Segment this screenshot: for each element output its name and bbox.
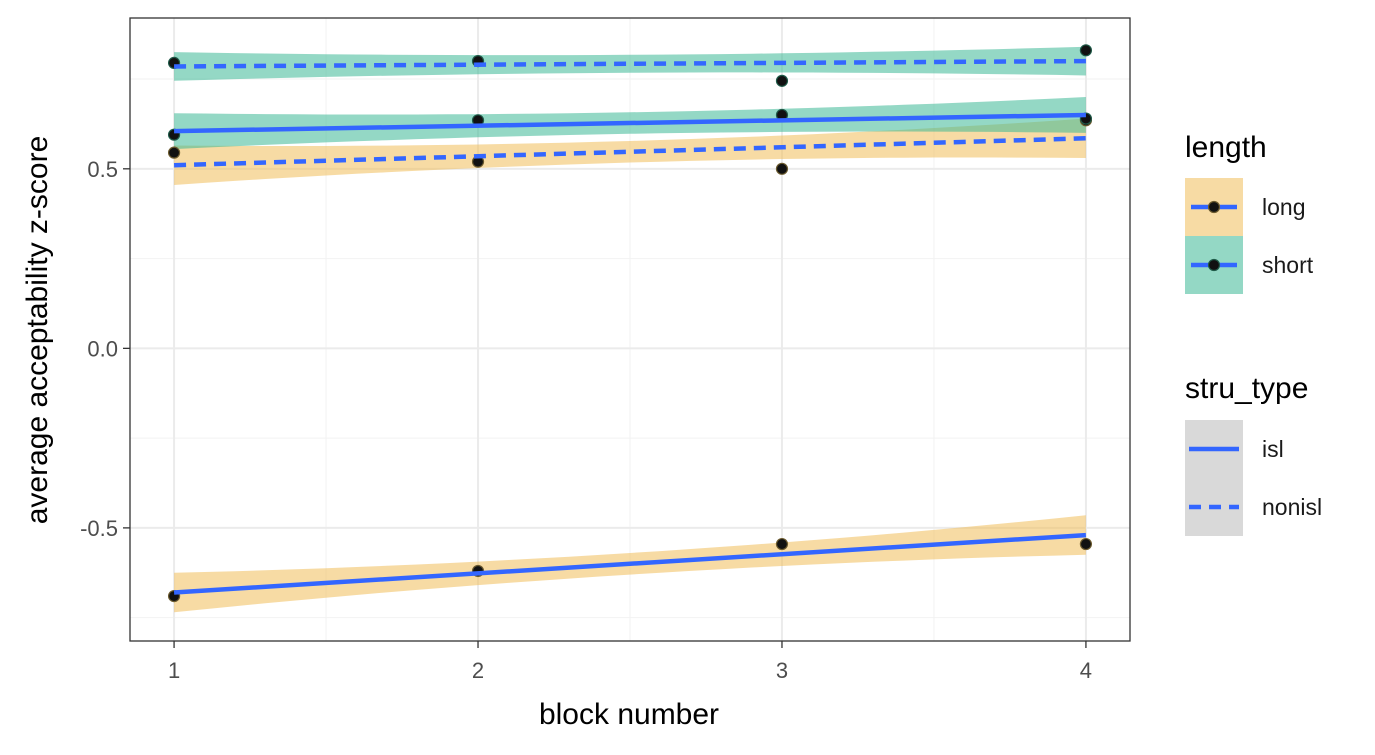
fit-lines — [173, 58, 1087, 595]
fit-line-long-nonisl — [174, 136, 1086, 168]
legend-label-long: long — [1262, 194, 1305, 220]
x-axis-title: block number — [539, 698, 719, 731]
data-point-short-nonisl — [775, 74, 789, 87]
fit-line-short-nonisl — [174, 58, 1086, 69]
confidence-bands — [174, 46, 1086, 613]
data-point-long-isl — [1079, 537, 1093, 551]
y-axis-title: average acceptability z-score — [21, 136, 54, 525]
data-point-long-isl — [775, 537, 789, 551]
legend-key-point-short — [1207, 258, 1221, 272]
legend-label-nonisl: nonisl — [1262, 494, 1322, 520]
confidence-band-long-nonisl — [174, 118, 1086, 185]
panel-border — [129, 17, 1131, 642]
data-point-long-nonisl — [167, 146, 181, 159]
legend-label-isl: isl — [1262, 436, 1284, 462]
legend-title-length: length — [1185, 131, 1267, 164]
fit-line-long-isl — [173, 532, 1087, 595]
confidence-band-short-nonisl — [174, 46, 1086, 81]
data-point-short-nonisl — [1079, 44, 1093, 57]
data-points — [167, 44, 1093, 603]
x-tick-label: 2 — [472, 658, 484, 683]
data-point-long-nonisl — [775, 162, 789, 175]
x-tick-label: 4 — [1080, 658, 1092, 683]
legend-label-short: short — [1262, 252, 1314, 278]
y-tick-label: 0.5 — [87, 157, 118, 182]
x-tick-label: 3 — [776, 658, 788, 683]
legend-key-point-long — [1207, 200, 1221, 214]
x-tick-label: 1 — [168, 658, 180, 683]
legend-title-stru-type: stru_type — [1185, 372, 1308, 405]
y-tick-label: -0.5 — [80, 516, 118, 541]
y-tick-label: 0.0 — [87, 336, 118, 361]
axes: 1 2 3 4 0.5 0.0 -0.5 — [80, 157, 1092, 683]
fit-line-short-isl — [174, 112, 1086, 134]
